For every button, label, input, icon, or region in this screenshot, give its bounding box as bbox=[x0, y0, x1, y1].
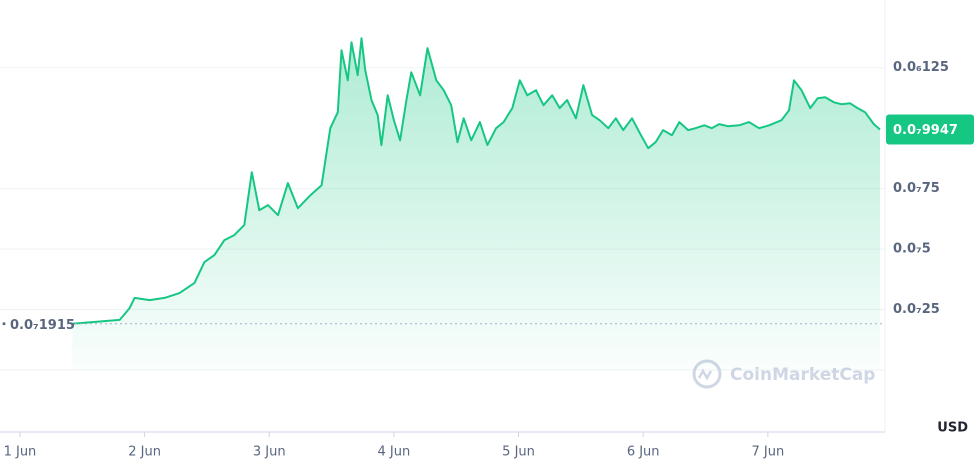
last-price-label: 0.0₇9947 bbox=[893, 123, 958, 138]
y-tick-label: 0.0₇5 bbox=[893, 242, 931, 257]
y-tick-label: 0.0₇25 bbox=[893, 302, 940, 317]
y-tick-label: 0.0₇75 bbox=[893, 181, 940, 196]
x-tick-label: 3 Jun bbox=[253, 445, 286, 460]
x-tick-label: 1 Jun bbox=[4, 445, 37, 460]
y-tick-label: 0.0₆125 bbox=[893, 60, 949, 75]
price-line bbox=[72, 37, 881, 325]
x-tick-label: 5 Jun bbox=[502, 445, 535, 460]
price-area bbox=[72, 38, 881, 370]
currency-label: USD bbox=[937, 421, 968, 436]
x-tick-label: 7 Jun bbox=[751, 445, 784, 460]
x-tick-label: 6 Jun bbox=[627, 445, 660, 460]
start-dot bbox=[2, 322, 6, 326]
last-price-tag bbox=[886, 114, 974, 145]
x-tick-label: 2 Jun bbox=[128, 445, 161, 460]
x-tick-label: 4 Jun bbox=[378, 445, 411, 460]
start-label: 0.0₇1915 bbox=[10, 318, 75, 333]
